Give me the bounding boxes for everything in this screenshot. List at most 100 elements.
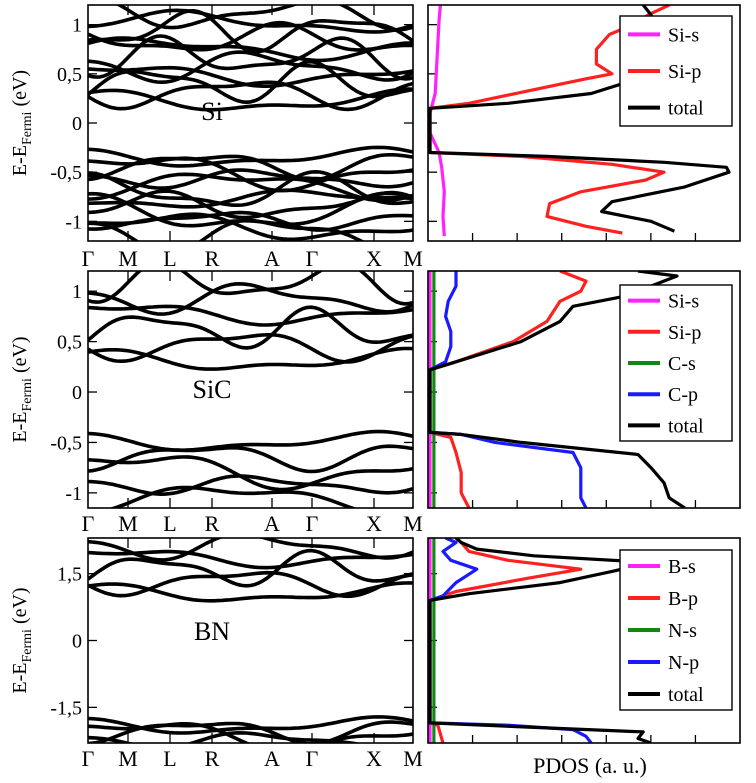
band-frame (87, 537, 414, 744)
y-axis-label: E-EFermi (eV) (9, 70, 35, 176)
panel-bn: Γ M L R A Γ X M-1,501,5E-EFermi (eV)BNB-sB-pN-s… (9, 537, 741, 771)
conduction-band (88, 549, 413, 570)
conduction-band (88, 282, 413, 316)
conduction-band (88, 333, 413, 364)
legend-label: Si-s (668, 291, 699, 313)
pdos-frame (427, 4, 741, 242)
k-label: L (163, 511, 176, 536)
pdos-frame (427, 537, 741, 744)
k-label: Γ (82, 511, 95, 536)
pdos-total (428, 538, 653, 743)
valence-band (88, 722, 413, 743)
k-label: A (264, 511, 280, 536)
valence-band (88, 218, 365, 241)
y-tick-label: -1,5 (50, 697, 82, 719)
legend: Si-s Si-p total (619, 15, 733, 127)
y-tick-label: 1,5 (57, 564, 82, 586)
pdos-b-p (428, 538, 583, 743)
valence-band (88, 212, 413, 241)
conduction-band (88, 548, 413, 588)
pdos-curves (428, 538, 653, 743)
band-lines (88, 271, 413, 508)
pdos-x-axis-label: PDOS (a. u.) (533, 753, 647, 778)
conduction-band (88, 538, 413, 562)
conduction-band (88, 20, 413, 52)
valence-band (88, 170, 413, 207)
k-label: M (403, 246, 423, 271)
band-lines (88, 5, 413, 241)
panel-title: SiC (192, 375, 231, 404)
valence-band (88, 731, 413, 743)
valence-band (88, 156, 413, 193)
y-tick-label: 1 (72, 281, 82, 303)
panels: Γ M L R A Γ X M-1-0,500,51E-EFermi (eV) SiSi-sSi… (9, 4, 741, 771)
conduction-band (88, 304, 413, 327)
k-label: L (163, 746, 176, 771)
pdos-si-p (428, 271, 588, 508)
valence-band (88, 188, 413, 209)
conduction-band (88, 8, 413, 34)
y-tick-label: -0,5 (50, 432, 82, 454)
legend-label: total (668, 684, 704, 706)
y-tick-label: 0,5 (57, 332, 82, 354)
conduction-band (88, 9, 413, 54)
panel-si: Γ M L R A Γ X M-1-0,500,51E-EFermi (eV) SiSi-sSi… (9, 4, 741, 271)
legend-label: C-p (668, 384, 698, 406)
y-tick-label: -0,5 (50, 162, 82, 184)
legend-label: Si-s (668, 24, 699, 46)
panel-title: BN (194, 617, 230, 646)
legend-label: N-s (668, 620, 697, 642)
conduction-band (88, 59, 413, 104)
k-label: Γ (82, 246, 95, 271)
y-axis-label: E-EFermi (eV) (9, 587, 35, 693)
legend-label: N-p (668, 652, 699, 674)
panel-title: Si (201, 97, 223, 126)
conduction-band (88, 271, 413, 306)
k-label: A (264, 746, 280, 771)
y-tick-label: 1 (72, 15, 82, 37)
k-label: Γ (306, 511, 319, 536)
band-lines (88, 538, 413, 743)
y-tick-label: -1 (65, 483, 82, 505)
k-label: M (118, 246, 138, 271)
y-tick-label: 0,5 (57, 64, 82, 86)
pdos-frame (427, 270, 741, 509)
conduction-band (88, 87, 413, 112)
legend-label: total (668, 98, 704, 120)
legend: Si-s Si-p C-s C-p total (619, 284, 733, 442)
y-tick-label: -1 (65, 211, 82, 233)
y-tick-label: 0 (72, 113, 82, 135)
legend-label: Si-p (668, 322, 701, 344)
k-label: A (264, 246, 280, 271)
valence-band (88, 429, 413, 452)
k-label: Γ (306, 746, 319, 771)
y-axis-label: E-EFermi (eV) (9, 336, 35, 442)
k-label: L (163, 246, 176, 271)
k-label: X (366, 511, 382, 536)
k-label: M (118, 511, 138, 536)
valence-band (88, 444, 413, 474)
y-tick-label: 0 (72, 382, 82, 404)
valence-band (88, 455, 413, 492)
k-label: M (118, 746, 138, 771)
conduction-band (88, 50, 413, 84)
k-label: R (205, 746, 220, 771)
conduction-band (88, 581, 413, 603)
legend-label: total (668, 415, 704, 437)
legend-label: B-p (668, 588, 698, 610)
conduction-band (88, 346, 413, 371)
pdos-si-s (428, 5, 446, 237)
conduction-band (88, 305, 413, 350)
conduction-band (115, 5, 413, 32)
k-label: X (366, 746, 382, 771)
k-label: Γ (82, 746, 95, 771)
k-label: M (403, 511, 423, 536)
k-label: R (205, 511, 220, 536)
k-label: X (366, 246, 382, 271)
panel-sic: Γ M L R A Γ X M-1-0,500,51E-EFermi (eV)SiCSi-sS… (9, 270, 741, 536)
valence-band (108, 485, 413, 508)
conduction-band (88, 36, 413, 63)
k-label: R (205, 246, 220, 271)
legend-label: B-s (668, 556, 696, 578)
